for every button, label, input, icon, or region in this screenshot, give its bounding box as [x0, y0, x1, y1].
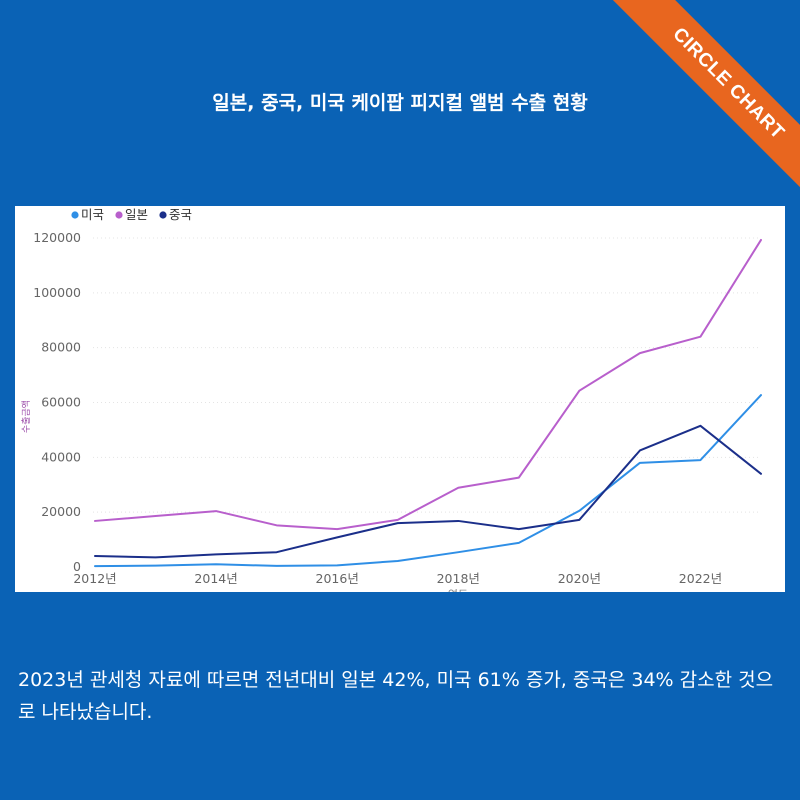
x-tick-label: 2012년	[73, 571, 116, 586]
y-tick-label: 40000	[41, 449, 81, 464]
x-axis-title: 연도	[448, 588, 468, 592]
y-tick-label: 80000	[41, 340, 81, 355]
x-tick-label: 2022년	[679, 571, 722, 586]
x-tick-label: 2020년	[558, 571, 601, 586]
series-line-일본	[94, 238, 762, 531]
y-axis-title: 수출금액	[20, 400, 32, 433]
y-tick-label: 0	[73, 559, 81, 574]
y-tick-label: 20000	[41, 504, 81, 519]
y-tick-label: 60000	[41, 395, 81, 410]
x-tick-label: 2014년	[194, 571, 237, 586]
y-tick-label: 120000	[33, 230, 81, 245]
series-line-미국	[94, 394, 762, 568]
series-line-중국	[94, 424, 762, 559]
legend-label: 미국	[81, 207, 104, 222]
legend-label: 중국	[169, 207, 192, 222]
legend-marker	[115, 211, 123, 219]
brand-label: CIRCLE CHART	[668, 23, 789, 144]
circle-chart-ribbon: CIRCLE CHART	[570, 0, 800, 230]
page-title: 일본, 중국, 미국 케이팝 피지컬 앨범 수출 현황	[212, 92, 588, 114]
y-tick-label: 100000	[33, 285, 81, 300]
legend-marker	[71, 211, 79, 219]
legend-marker	[159, 211, 167, 219]
x-tick-label: 2018년	[437, 571, 480, 586]
line-chart: 0 20000 40000 60000 80000 100000 120000 2012년 20…	[20, 207, 762, 592]
x-tick-label: 2016년	[316, 571, 359, 586]
caption-text: 2023년 관세청 자료에 따르면 전년대비 일본 42%, 미국 61% 증가…	[18, 669, 774, 723]
legend-label: 일본	[125, 207, 148, 222]
chart-panel: 0 20000 40000 60000 80000 100000 120000 2012년 20…	[15, 206, 785, 592]
